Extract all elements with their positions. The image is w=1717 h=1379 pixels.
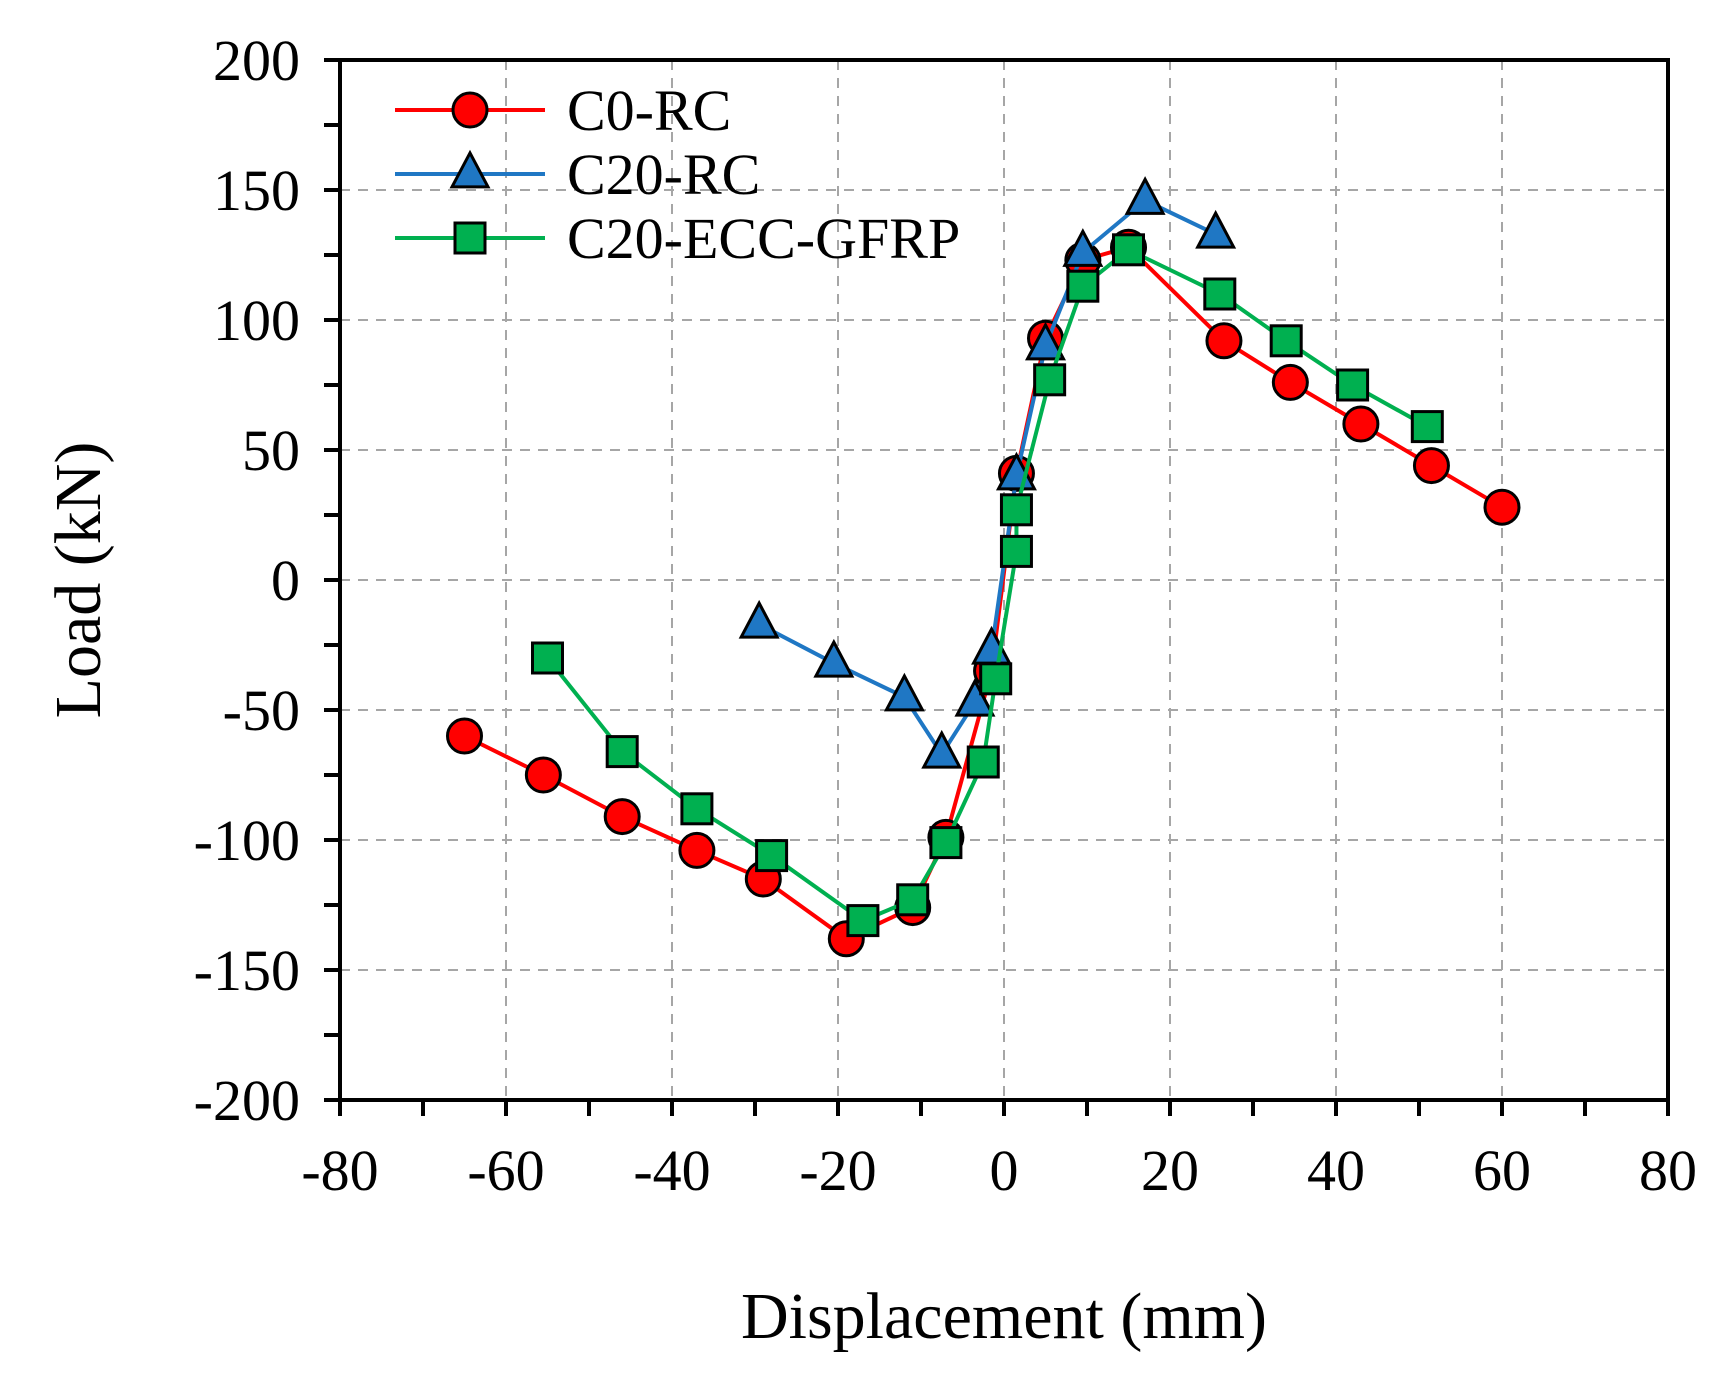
data-point-triangle xyxy=(1025,321,1066,361)
y-tick-label: -100 xyxy=(194,808,300,873)
data-point-circle xyxy=(1271,363,1309,401)
x-tick-label: 20 xyxy=(1141,1138,1199,1203)
y-tick-label: 100 xyxy=(213,288,300,353)
data-point-triangle xyxy=(883,672,925,712)
data-point-square xyxy=(1203,277,1237,311)
data-point-square xyxy=(453,221,487,255)
data-point-square xyxy=(1033,363,1067,397)
series-c20-ecc-gfrp xyxy=(531,233,1444,938)
x-tick-label: 60 xyxy=(1473,1138,1531,1203)
legend-item: C20-ECC-GFRP xyxy=(395,206,960,271)
data-point-square xyxy=(999,534,1033,568)
y-tick-label: -50 xyxy=(223,678,300,743)
x-tick-label: -40 xyxy=(633,1138,710,1203)
data-point-square xyxy=(1112,233,1145,267)
x-tick-label: -80 xyxy=(301,1138,378,1203)
data-point-circle xyxy=(524,756,562,794)
x-tick-label: -60 xyxy=(467,1138,544,1203)
legend-label: C20-RC xyxy=(567,142,760,207)
legend-item: C20-RC xyxy=(395,142,760,207)
series-group xyxy=(446,176,1521,958)
y-tick-label: -200 xyxy=(194,1068,300,1133)
x-tick-label: 40 xyxy=(1307,1138,1365,1203)
y-axis-title: Load (kN) xyxy=(42,442,115,719)
legend-label: C0-RC xyxy=(567,78,731,143)
data-point-triangle xyxy=(738,599,780,639)
data-point-triangle xyxy=(1124,176,1166,215)
y-tick-label: 200 xyxy=(213,28,300,93)
legend-label: C20-ECC-GFRP xyxy=(567,206,960,271)
data-point-square xyxy=(680,792,714,826)
data-point-circle xyxy=(1342,405,1380,443)
data-point-circle xyxy=(678,831,716,869)
data-point-square xyxy=(896,883,930,917)
data-point-triangle xyxy=(813,638,855,678)
legend-item: C0-RC xyxy=(395,78,731,143)
data-point-square xyxy=(999,493,1033,527)
data-point-circle xyxy=(1412,447,1450,485)
y-tick-label: 150 xyxy=(213,158,300,223)
data-point-square xyxy=(1410,410,1444,444)
data-point-triangle xyxy=(449,149,491,189)
series-c0-rc xyxy=(446,228,1521,958)
data-point-square xyxy=(531,641,564,675)
data-point-square xyxy=(846,904,880,938)
data-point-triangle xyxy=(954,677,996,717)
data-point-circle xyxy=(1205,322,1243,360)
data-point-circle xyxy=(603,798,641,836)
data-point-triangle xyxy=(1195,209,1237,249)
x-axis-title: Displacement (mm) xyxy=(741,1280,1267,1353)
x-tick-label: 0 xyxy=(990,1138,1019,1203)
x-tick-label: 80 xyxy=(1639,1138,1697,1203)
data-point-circle xyxy=(451,91,489,129)
data-point-square xyxy=(1269,324,1303,358)
data-point-triangle xyxy=(1062,228,1104,267)
data-point-square xyxy=(966,745,1000,779)
data-point-circle xyxy=(446,717,483,755)
data-point-square xyxy=(979,662,1013,696)
data-point-square xyxy=(1066,269,1100,303)
data-point-circle xyxy=(1483,488,1521,526)
y-tick-label: 50 xyxy=(242,418,300,483)
data-point-square xyxy=(1336,368,1370,402)
y-tick-label: 0 xyxy=(271,548,300,613)
data-point-square xyxy=(929,826,963,860)
data-point-square xyxy=(755,839,789,873)
axis-ticks xyxy=(324,58,1670,1116)
data-point-square xyxy=(605,735,639,769)
y-tick-label: -150 xyxy=(194,938,300,1003)
axis-tick-labels: -80 -60 -40 -20 0 20 40 60 80-200-150-100-500501… xyxy=(194,28,1697,1203)
x-tick-label: -20 xyxy=(799,1138,876,1203)
data-point-triangle xyxy=(921,729,963,769)
series-line xyxy=(463,244,1504,942)
